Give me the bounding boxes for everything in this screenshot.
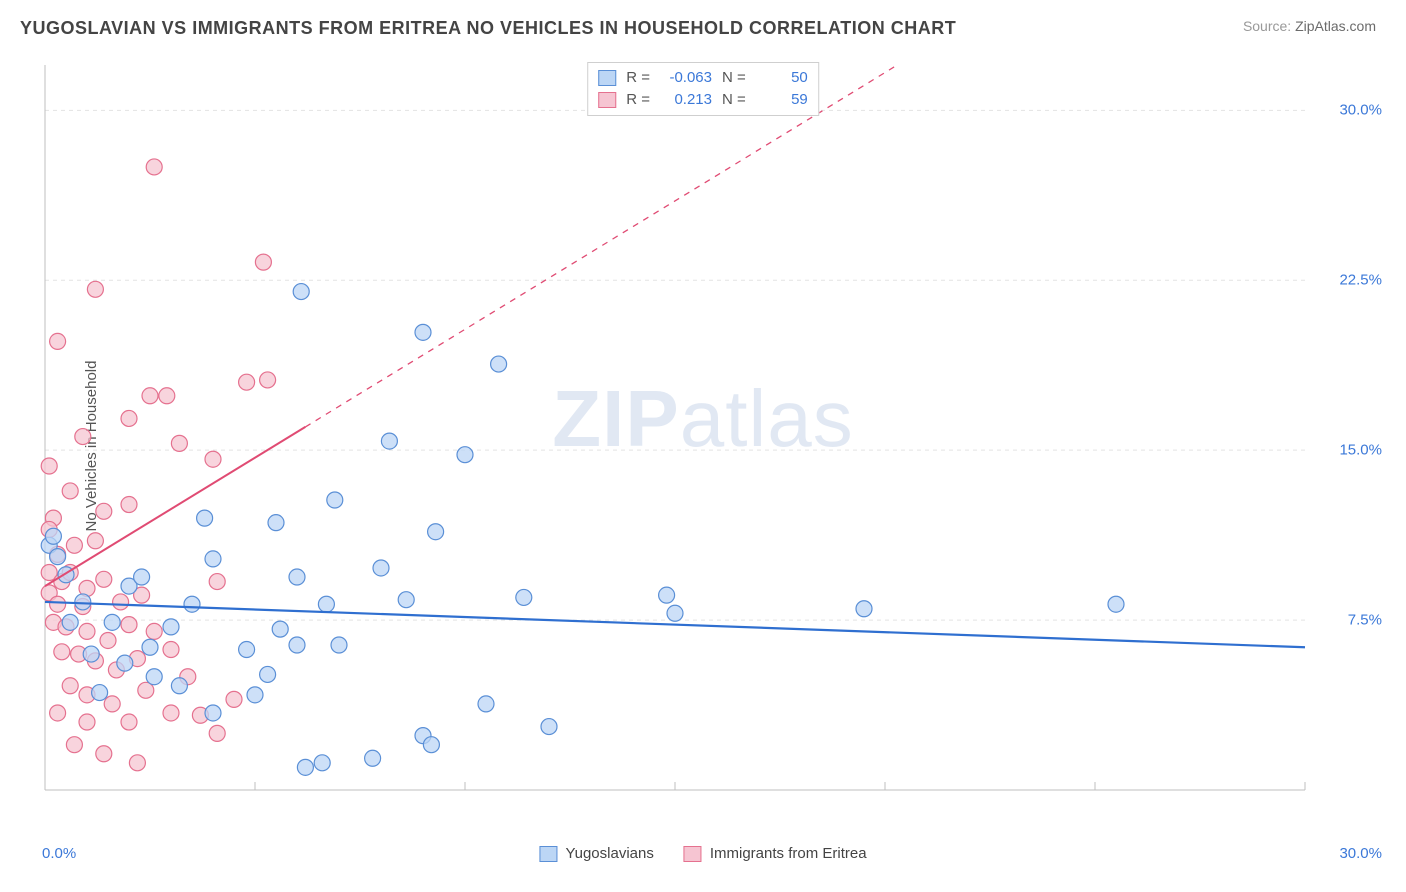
r-label: R = [626, 89, 650, 111]
scatter-plot [40, 60, 1360, 820]
y-tick-label: 15.0% [1339, 442, 1382, 459]
n-value: 59 [756, 89, 808, 111]
source-name: ZipAtlas.com [1295, 18, 1376, 34]
r-value: 0.213 [660, 89, 712, 111]
n-value: 50 [756, 67, 808, 89]
y-tick-label: 30.0% [1339, 102, 1382, 119]
swatch-eritrea [598, 92, 616, 108]
n-label: N = [722, 67, 746, 89]
correlation-stats-box: R = -0.063 N = 50 R = 0.213 N = 59 [587, 62, 819, 116]
stats-row-eritrea: R = 0.213 N = 59 [598, 89, 808, 111]
r-label: R = [626, 67, 650, 89]
swatch-yugoslavians [539, 846, 557, 862]
r-value: -0.063 [660, 67, 712, 89]
swatch-yugoslavians [598, 70, 616, 86]
y-tick-label: 7.5% [1348, 612, 1382, 629]
x-axis-min-label: 0.0% [42, 845, 76, 862]
legend-item-yugoslavians: Yugoslavians [539, 845, 653, 862]
swatch-eritrea [684, 846, 702, 862]
x-axis-max-label: 30.0% [1339, 845, 1382, 862]
stats-row-yugoslavians: R = -0.063 N = 50 [598, 67, 808, 89]
legend-label: Immigrants from Eritrea [710, 845, 867, 862]
y-tick-label: 22.5% [1339, 272, 1382, 289]
series-legend: Yugoslavians Immigrants from Eritrea [539, 845, 866, 862]
source-attribution: Source: ZipAtlas.com [1243, 18, 1376, 34]
chart-title: YUGOSLAVIAN VS IMMIGRANTS FROM ERITREA N… [20, 18, 956, 39]
legend-label: Yugoslavians [565, 845, 653, 862]
source-prefix: Source: [1243, 18, 1295, 34]
n-label: N = [722, 89, 746, 111]
legend-item-eritrea: Immigrants from Eritrea [684, 845, 867, 862]
